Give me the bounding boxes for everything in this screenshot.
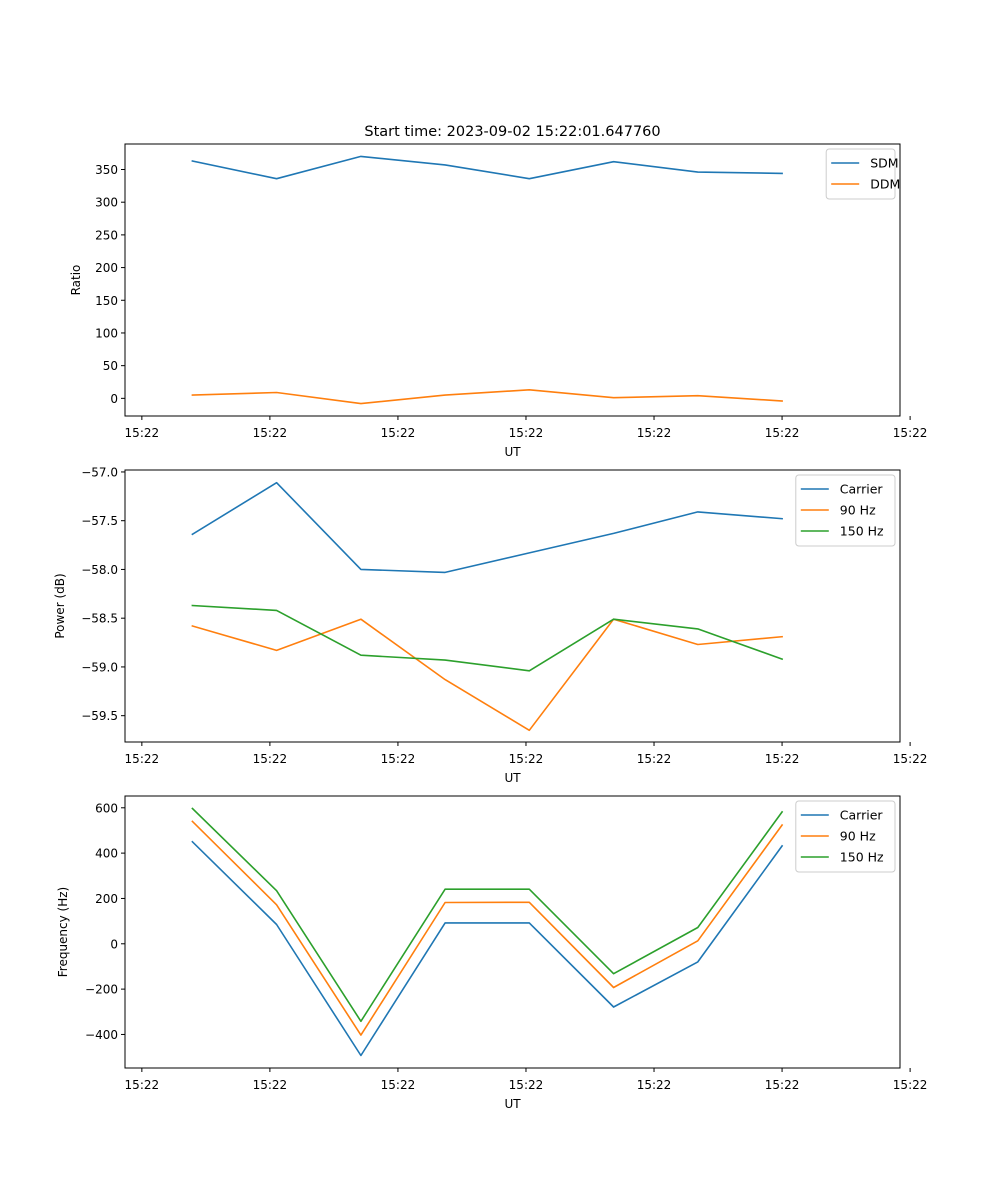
power-panel: 15:22 15:22 15:22 15:22 15:22 15:22 15:22 −59.5… bbox=[53, 465, 927, 785]
frequency-legend-label-90-hz: 90 Hz bbox=[840, 829, 876, 844]
ratio-x-tick-label: 15:22 bbox=[125, 426, 160, 440]
ratio-y-tick-label: 0 bbox=[110, 392, 118, 406]
ratio-legend-box bbox=[825, 148, 896, 200]
frequency-x-tick-label: 15:22 bbox=[509, 1078, 544, 1092]
power-x-tick-label: 15:22 bbox=[893, 752, 928, 766]
power-series-line-150-hz bbox=[191, 604, 784, 672]
ratio-y-tick-label: 250 bbox=[95, 228, 118, 242]
frequency-legend: Carrier 90 Hz 150 Hz bbox=[795, 800, 896, 873]
frequency-series-line-carrier bbox=[191, 840, 784, 1057]
power-x-tick-label: 15:22 bbox=[253, 752, 288, 766]
power-y-tick-label: −59.0 bbox=[81, 660, 118, 674]
power-y-tick-label: −58.5 bbox=[81, 612, 118, 626]
ratio-panel: 15:22 15:22 15:22 15:22 15:22 15:22 15:22 0 50 10… bbox=[69, 143, 928, 459]
frequency-legend-label-carrier: Carrier bbox=[840, 808, 884, 823]
ratio-axes-frame bbox=[124, 143, 901, 417]
frequency-y-axis-label: Frequency (Hz) bbox=[56, 887, 70, 978]
frequency-y-tick-label: 600 bbox=[95, 801, 118, 815]
frequency-y-tick-label: −200 bbox=[85, 983, 118, 997]
frequency-y-tick-label: −400 bbox=[85, 1028, 118, 1042]
ratio-y-tick-label: 100 bbox=[95, 326, 118, 340]
frequency-panel: 15:22 15:22 15:22 15:22 15:22 15:22 15:22 −400 −… bbox=[56, 795, 928, 1111]
ratio-x-tick-label: 15:22 bbox=[637, 426, 672, 440]
power-y-tick-label: −59.5 bbox=[81, 709, 118, 723]
power-y-axis-label: Power (dB) bbox=[53, 573, 67, 638]
power-legend: Carrier 90 Hz 150 Hz bbox=[795, 474, 896, 547]
ratio-x-tick-label: 15:22 bbox=[253, 426, 288, 440]
power-series-line-carrier bbox=[191, 481, 783, 574]
power-x-tick-label: 15:22 bbox=[637, 752, 672, 766]
ratio-y-tick-label: 50 bbox=[103, 359, 118, 373]
frequency-x-tick-label: 15:22 bbox=[381, 1078, 416, 1092]
power-legend-label-carrier: Carrier bbox=[840, 482, 884, 497]
frequency-y-tick-label: 400 bbox=[95, 847, 118, 861]
figure-title: Start time: 2023-09-02 15:22:01.647760 bbox=[364, 124, 660, 140]
frequency-y-tick-label: 200 bbox=[95, 892, 118, 906]
frequency-axes-frame bbox=[124, 795, 901, 1069]
frequency-x-tick-label: 15:22 bbox=[765, 1078, 800, 1092]
ratio-y-tick-label: 200 bbox=[95, 261, 118, 275]
frequency-x-tick-label: 15:22 bbox=[253, 1078, 288, 1092]
power-legend-label-150-hz: 150 Hz bbox=[840, 524, 884, 539]
frequency-legend-label-150-hz: 150 Hz bbox=[840, 850, 884, 865]
frequency-x-tick-label: 15:22 bbox=[893, 1078, 928, 1092]
power-x-tick-label: 15:22 bbox=[509, 752, 544, 766]
power-x-tick-label: 15:22 bbox=[125, 752, 160, 766]
frequency-series-line-90-hz bbox=[191, 820, 784, 1036]
frequency-legend-box bbox=[795, 800, 896, 873]
ratio-y-tick-label: 350 bbox=[95, 163, 118, 177]
power-x-axis-label: UT bbox=[504, 771, 521, 785]
ratio-y-axis-label: Ratio bbox=[69, 265, 83, 296]
frequency-x-tick-label: 15:22 bbox=[125, 1078, 160, 1092]
ratio-x-tick-label: 15:22 bbox=[765, 426, 800, 440]
ratio-x-tick-label: 15:22 bbox=[381, 426, 416, 440]
frequency-x-tick-label: 15:22 bbox=[637, 1078, 672, 1092]
power-y-tick-label: −57.0 bbox=[81, 465, 118, 479]
power-x-tick-label: 15:22 bbox=[381, 752, 416, 766]
ratio-series-line-ddm bbox=[191, 388, 783, 405]
power-legend-box bbox=[795, 474, 896, 547]
ratio-x-tick-label: 15:22 bbox=[893, 426, 928, 440]
ratio-y-tick-label: 150 bbox=[95, 294, 118, 308]
power-axes-frame bbox=[124, 469, 901, 743]
ratio-legend-label-sdm: SDM bbox=[870, 156, 898, 171]
power-x-tick-label: 15:22 bbox=[765, 752, 800, 766]
ratio-legend-label-ddm: DDM bbox=[870, 177, 900, 192]
power-y-tick-label: −57.5 bbox=[81, 514, 118, 528]
ratio-legend: SDM DDM bbox=[825, 148, 900, 200]
frequency-x-axis-label: UT bbox=[504, 1097, 521, 1111]
frequency-series-line-150-hz bbox=[191, 807, 784, 1023]
power-y-tick-label: −58.0 bbox=[81, 563, 118, 577]
ratio-series-line-sdm bbox=[191, 155, 783, 180]
ratio-y-tick-label: 300 bbox=[95, 196, 118, 210]
ratio-x-tick-label: 15:22 bbox=[509, 426, 544, 440]
power-series-line-90-hz bbox=[191, 618, 783, 732]
power-legend-label-90-hz: 90 Hz bbox=[840, 503, 876, 518]
frequency-y-tick-label: 0 bbox=[110, 937, 118, 951]
ratio-x-axis-label: UT bbox=[504, 445, 521, 459]
